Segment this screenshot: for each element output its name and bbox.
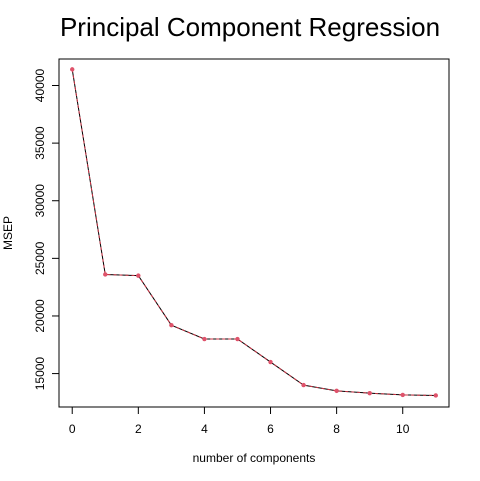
chart-title: Principal Component Regression [60, 12, 440, 42]
x-axis-label: number of components [193, 451, 316, 465]
y-tick-label: 20000 [33, 299, 47, 333]
x-tick-label: 8 [333, 422, 340, 436]
plot-frame [58, 58, 450, 408]
data-point [367, 390, 372, 396]
x-tick-label: 4 [201, 422, 208, 436]
y-tick-label: 30000 [33, 184, 47, 218]
data-point [202, 336, 207, 342]
data-point [301, 382, 306, 388]
data-point [103, 272, 108, 277]
y-tick-label: 40000 [33, 68, 47, 102]
series-line [71, 69, 436, 396]
data-point [268, 359, 273, 365]
y-axis: 15000 20000 25000 30000 35000 40000 [33, 68, 60, 391]
y-tick-label: 25000 [33, 241, 47, 275]
series-layer [70, 67, 438, 398]
y-axis-label: MSEP [1, 216, 15, 250]
x-tick-label: 10 [396, 422, 410, 436]
series-line-dashed [71, 69, 436, 396]
data-point [334, 388, 339, 394]
data-point [169, 322, 174, 328]
x-tick-label: 2 [135, 422, 142, 436]
data-point [235, 336, 240, 342]
data-point [70, 67, 75, 72]
data-point [136, 273, 141, 278]
y-tick-label: 15000 [33, 357, 47, 391]
y-tick-label: 35000 [33, 126, 47, 160]
x-axis: 0 2 4 6 8 10 [69, 406, 410, 436]
data-point [400, 392, 405, 398]
x-tick-label: 6 [267, 422, 274, 436]
data-point [433, 393, 438, 398]
x-tick-label: 0 [69, 422, 76, 436]
